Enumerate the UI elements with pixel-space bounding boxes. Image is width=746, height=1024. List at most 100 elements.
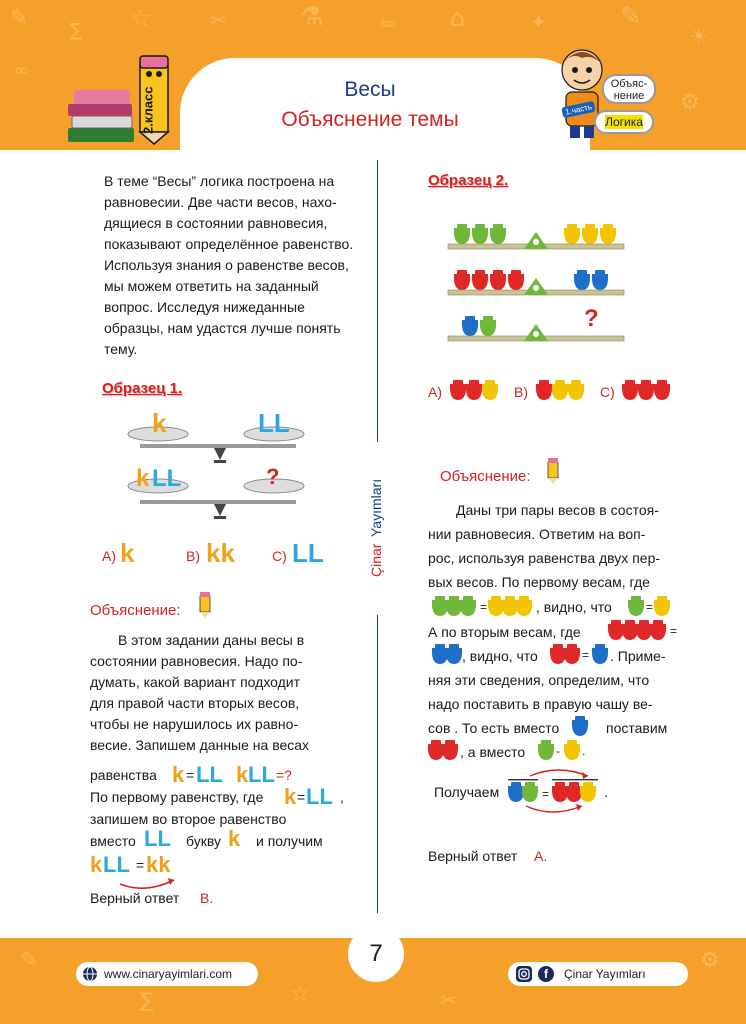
s2-line10-suffix: поставим (606, 720, 668, 736)
s2-line11-red-weights (427, 740, 459, 760)
s2-line7-mid: , видно, что (462, 648, 538, 664)
intro-line: равновесии. Две части весов, нахо- (104, 194, 337, 210)
doodle-icon: ∑ (140, 988, 154, 1012)
s2-line12-result: = (507, 769, 598, 813)
badge-explanation-line1: Объяс- (610, 78, 648, 90)
instead-ll-icon: LL (144, 826, 171, 851)
scale-1 (447, 224, 625, 250)
badge-logic: Логика (594, 110, 654, 134)
doodle-icon: ⚙ (680, 90, 700, 115)
page-number-badge (348, 926, 404, 982)
intro-line: Используя знания о равенстве весов, (104, 257, 349, 273)
k-letter: k (152, 408, 167, 438)
svg-text:LL: LL (103, 852, 130, 877)
svg-text:k: k (228, 826, 241, 851)
doodle-icon: ⌂ (450, 4, 466, 32)
pencil-icon (199, 592, 211, 618)
k-letter: k (136, 465, 150, 492)
intro-line: мы можем ответить на заданный (104, 278, 319, 294)
sample2-answer: A. (534, 848, 548, 864)
instead-word: вместо (90, 833, 136, 849)
eq-sign: = (186, 767, 194, 783)
facebook-icon[interactable]: f (538, 966, 554, 982)
result-eq-symbols: k LL = kk (90, 852, 175, 889)
l-letters: LL (152, 465, 181, 492)
doodle-icon: ⚗ (300, 2, 324, 32)
pencil-icon (547, 458, 559, 484)
sample1-option-b: B) (186, 548, 200, 564)
social-link[interactable]: Çinar Yayımları (508, 962, 688, 986)
sample1-option-a: A) (102, 548, 116, 564)
doodle-icon: ∞ (14, 60, 29, 81)
scale-2: k LL ? (127, 464, 305, 519)
intro-line: В теме “Весы” логика построена на (104, 173, 335, 189)
s2-line1: Даны три пары весов в состоя- (456, 502, 659, 518)
option-c-ll-icon: LL (292, 538, 324, 568)
s2-line8: няя эти сведения, определим, что (428, 672, 650, 688)
doodle-icon: ✏ (380, 12, 397, 36)
option-b-weights (535, 380, 585, 400)
first-eq-suffix: , (340, 789, 344, 805)
option-a-k-icon: k (120, 538, 135, 568)
intro-text: В теме “Весы” логика построена на равнов… (104, 171, 364, 360)
page-number: 7 (369, 940, 383, 967)
doodle-icon: ✎ (10, 6, 29, 31)
doodle-icon: ☀ (690, 24, 708, 48)
s2-line5-weights: = (431, 596, 533, 616)
svg-text:kk: kk (206, 538, 235, 568)
s2-line11-mid: , а вместо (460, 744, 526, 760)
instagram-icon[interactable] (516, 966, 532, 982)
brand-vertical-part2: Yayımları (368, 479, 384, 538)
svg-text:k: k (236, 762, 249, 787)
svg-text:=: = (542, 787, 549, 801)
s2-line10-prefix: сов . То есть вместо (428, 720, 560, 736)
option-b-kk-icon: kk (206, 538, 235, 568)
expl-line: чтобы не нарушилось их равно- (90, 716, 299, 732)
l-letters: LL (258, 408, 290, 438)
eq-line-prefix: равенства (90, 767, 157, 783)
second-eq-line: запишем во второе равенство (90, 811, 287, 827)
s2-line9: надо поставить в правую чашу ве- (428, 696, 653, 712)
s2-line11-result: - . (537, 740, 585, 760)
s2-line7-suffix: . Приме- (610, 648, 666, 664)
svg-text:LL: LL (196, 762, 223, 787)
grade-label: 2.класс (140, 86, 156, 134)
first-eq-prefix: По первому равенству, где (90, 789, 264, 805)
badge-logic-label: Логика (605, 115, 643, 129)
svg-text:k: k (284, 784, 297, 809)
sample1-option-c: C) (272, 548, 287, 564)
get-word: и получим (256, 833, 323, 849)
question-mark: ? (584, 305, 599, 332)
intro-line: вопрос. Исследуя нижеданные (104, 299, 305, 315)
brand-vertical: Çinar Yayımları (356, 448, 396, 608)
svg-text:.: . (582, 744, 585, 758)
badge-explanation: Объяс- нение (602, 74, 656, 104)
eq-line-symbols: k = LL k LL =? (172, 762, 292, 787)
svg-text:LL: LL (292, 538, 324, 568)
website-link[interactable]: www.cinaryayimlari.com (76, 962, 258, 986)
svg-text:-: - (556, 744, 560, 758)
column-divider (377, 160, 378, 442)
pencil-mascot-icon (137, 55, 171, 145)
expl-line: В этом задании даны весы в (118, 632, 305, 648)
page-subtitle: Объяснение темы (281, 108, 459, 131)
svg-text:=: = (646, 600, 653, 614)
s2-line12-prefix: Получаем (434, 784, 500, 800)
svg-text:k: k (172, 762, 185, 787)
svg-text:=: = (297, 789, 305, 805)
book-stack-icon (68, 90, 134, 142)
intro-line: дящиеся в состоянии равновесия, (104, 215, 328, 231)
svg-text:LL: LL (306, 784, 333, 809)
doodle-icon: ☆ (130, 4, 152, 32)
svg-text:=: = (480, 600, 487, 614)
sample1-explanation: В этом задании даны весы в состоянии рав… (90, 630, 352, 756)
header-title-box (180, 58, 590, 158)
doodle-icon: ☆ (290, 982, 310, 1007)
svg-text:LL: LL (144, 826, 171, 851)
doodle-icon: ⚙ (700, 948, 720, 973)
s2-line4: вых весов. По первому весам, где (428, 574, 650, 590)
sample1-scales: k LL k LL ? (127, 408, 305, 519)
badge-explanation-line2: нение (613, 90, 645, 102)
brand-vertical-part1: Çinar (368, 543, 384, 577)
s2-line7-result: = (549, 644, 609, 664)
